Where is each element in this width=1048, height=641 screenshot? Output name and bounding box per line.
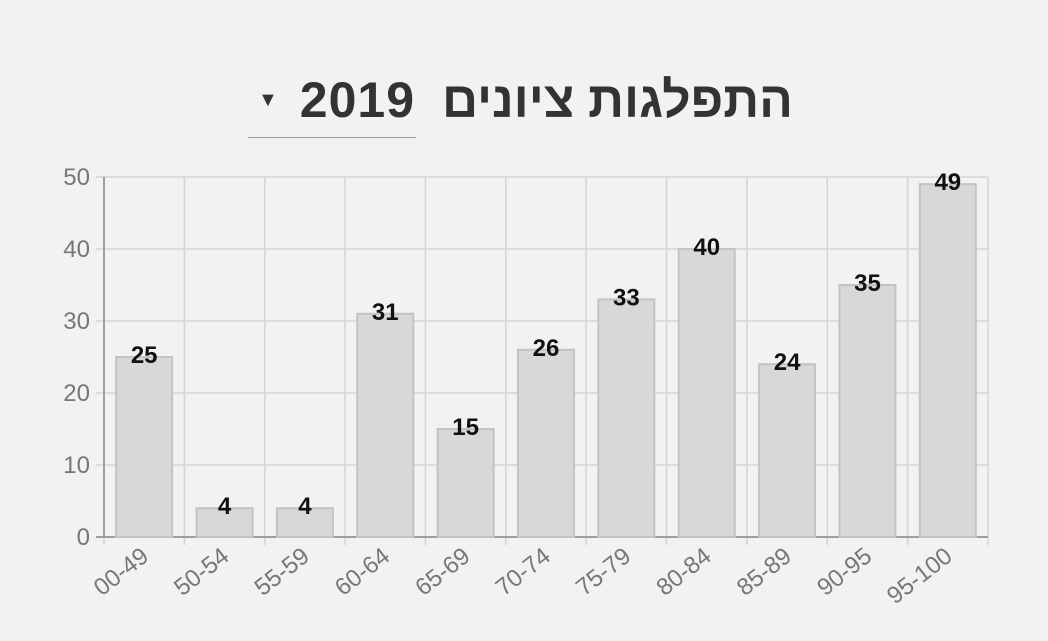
- bar: [517, 348, 575, 538]
- caret-down-icon: ▼: [258, 89, 278, 111]
- y-tick-label: 30: [63, 308, 90, 335]
- chart-header: ▼ 2019 התפלגות ציונים: [240, 60, 810, 140]
- y-tick-label: 10: [63, 452, 90, 479]
- bar-value-label: 24: [774, 349, 801, 376]
- bar-value-label: 31: [372, 299, 399, 326]
- x-tick-label: 50-54: [169, 542, 234, 601]
- bar-value-label: 4: [218, 493, 232, 520]
- bar: [195, 507, 254, 539]
- year-dropdown[interactable]: ▼ 2019: [240, 60, 416, 140]
- bar: [115, 356, 174, 538]
- x-tick-label: 75-79: [571, 542, 636, 601]
- y-tick-label: 20: [63, 380, 90, 407]
- bar-value-label: 4: [298, 493, 312, 520]
- page-title: התפלגות ציונים: [442, 72, 793, 128]
- x-tick-label: 70-74: [491, 542, 556, 601]
- bar-value-label: 35: [854, 270, 881, 297]
- bar: [758, 363, 817, 539]
- x-tick-label: 60-64: [330, 542, 395, 601]
- bar: [356, 312, 415, 538]
- x-tick-label: 95-100: [882, 542, 958, 609]
- x-tick-label: 90-95: [812, 542, 877, 601]
- y-tick-label: 50: [63, 164, 90, 191]
- x-tick-label: 85-89: [732, 542, 797, 601]
- x-tick-label: 55-59: [250, 542, 315, 601]
- bar: [918, 183, 977, 538]
- bar: [275, 507, 334, 539]
- x-tick-label: 65-69: [410, 542, 475, 601]
- bar-value-label: 40: [693, 234, 720, 261]
- x-tick-label: 80-84: [651, 542, 716, 601]
- year-value: 2019: [299, 72, 416, 128]
- bar-value-label: 25: [131, 342, 158, 369]
- bar: [597, 298, 656, 538]
- y-tick-label: 0: [77, 524, 90, 551]
- bar-value-label: 26: [533, 335, 560, 362]
- bar: [677, 248, 736, 538]
- x-tick-label: 00-49: [89, 542, 154, 601]
- bar-value-label: 15: [452, 414, 479, 441]
- y-tick-label: 40: [63, 236, 90, 263]
- bar: [838, 284, 897, 538]
- bar-value-label: 49: [934, 169, 961, 196]
- bar: [436, 428, 495, 538]
- bar-value-label: 33: [613, 284, 640, 311]
